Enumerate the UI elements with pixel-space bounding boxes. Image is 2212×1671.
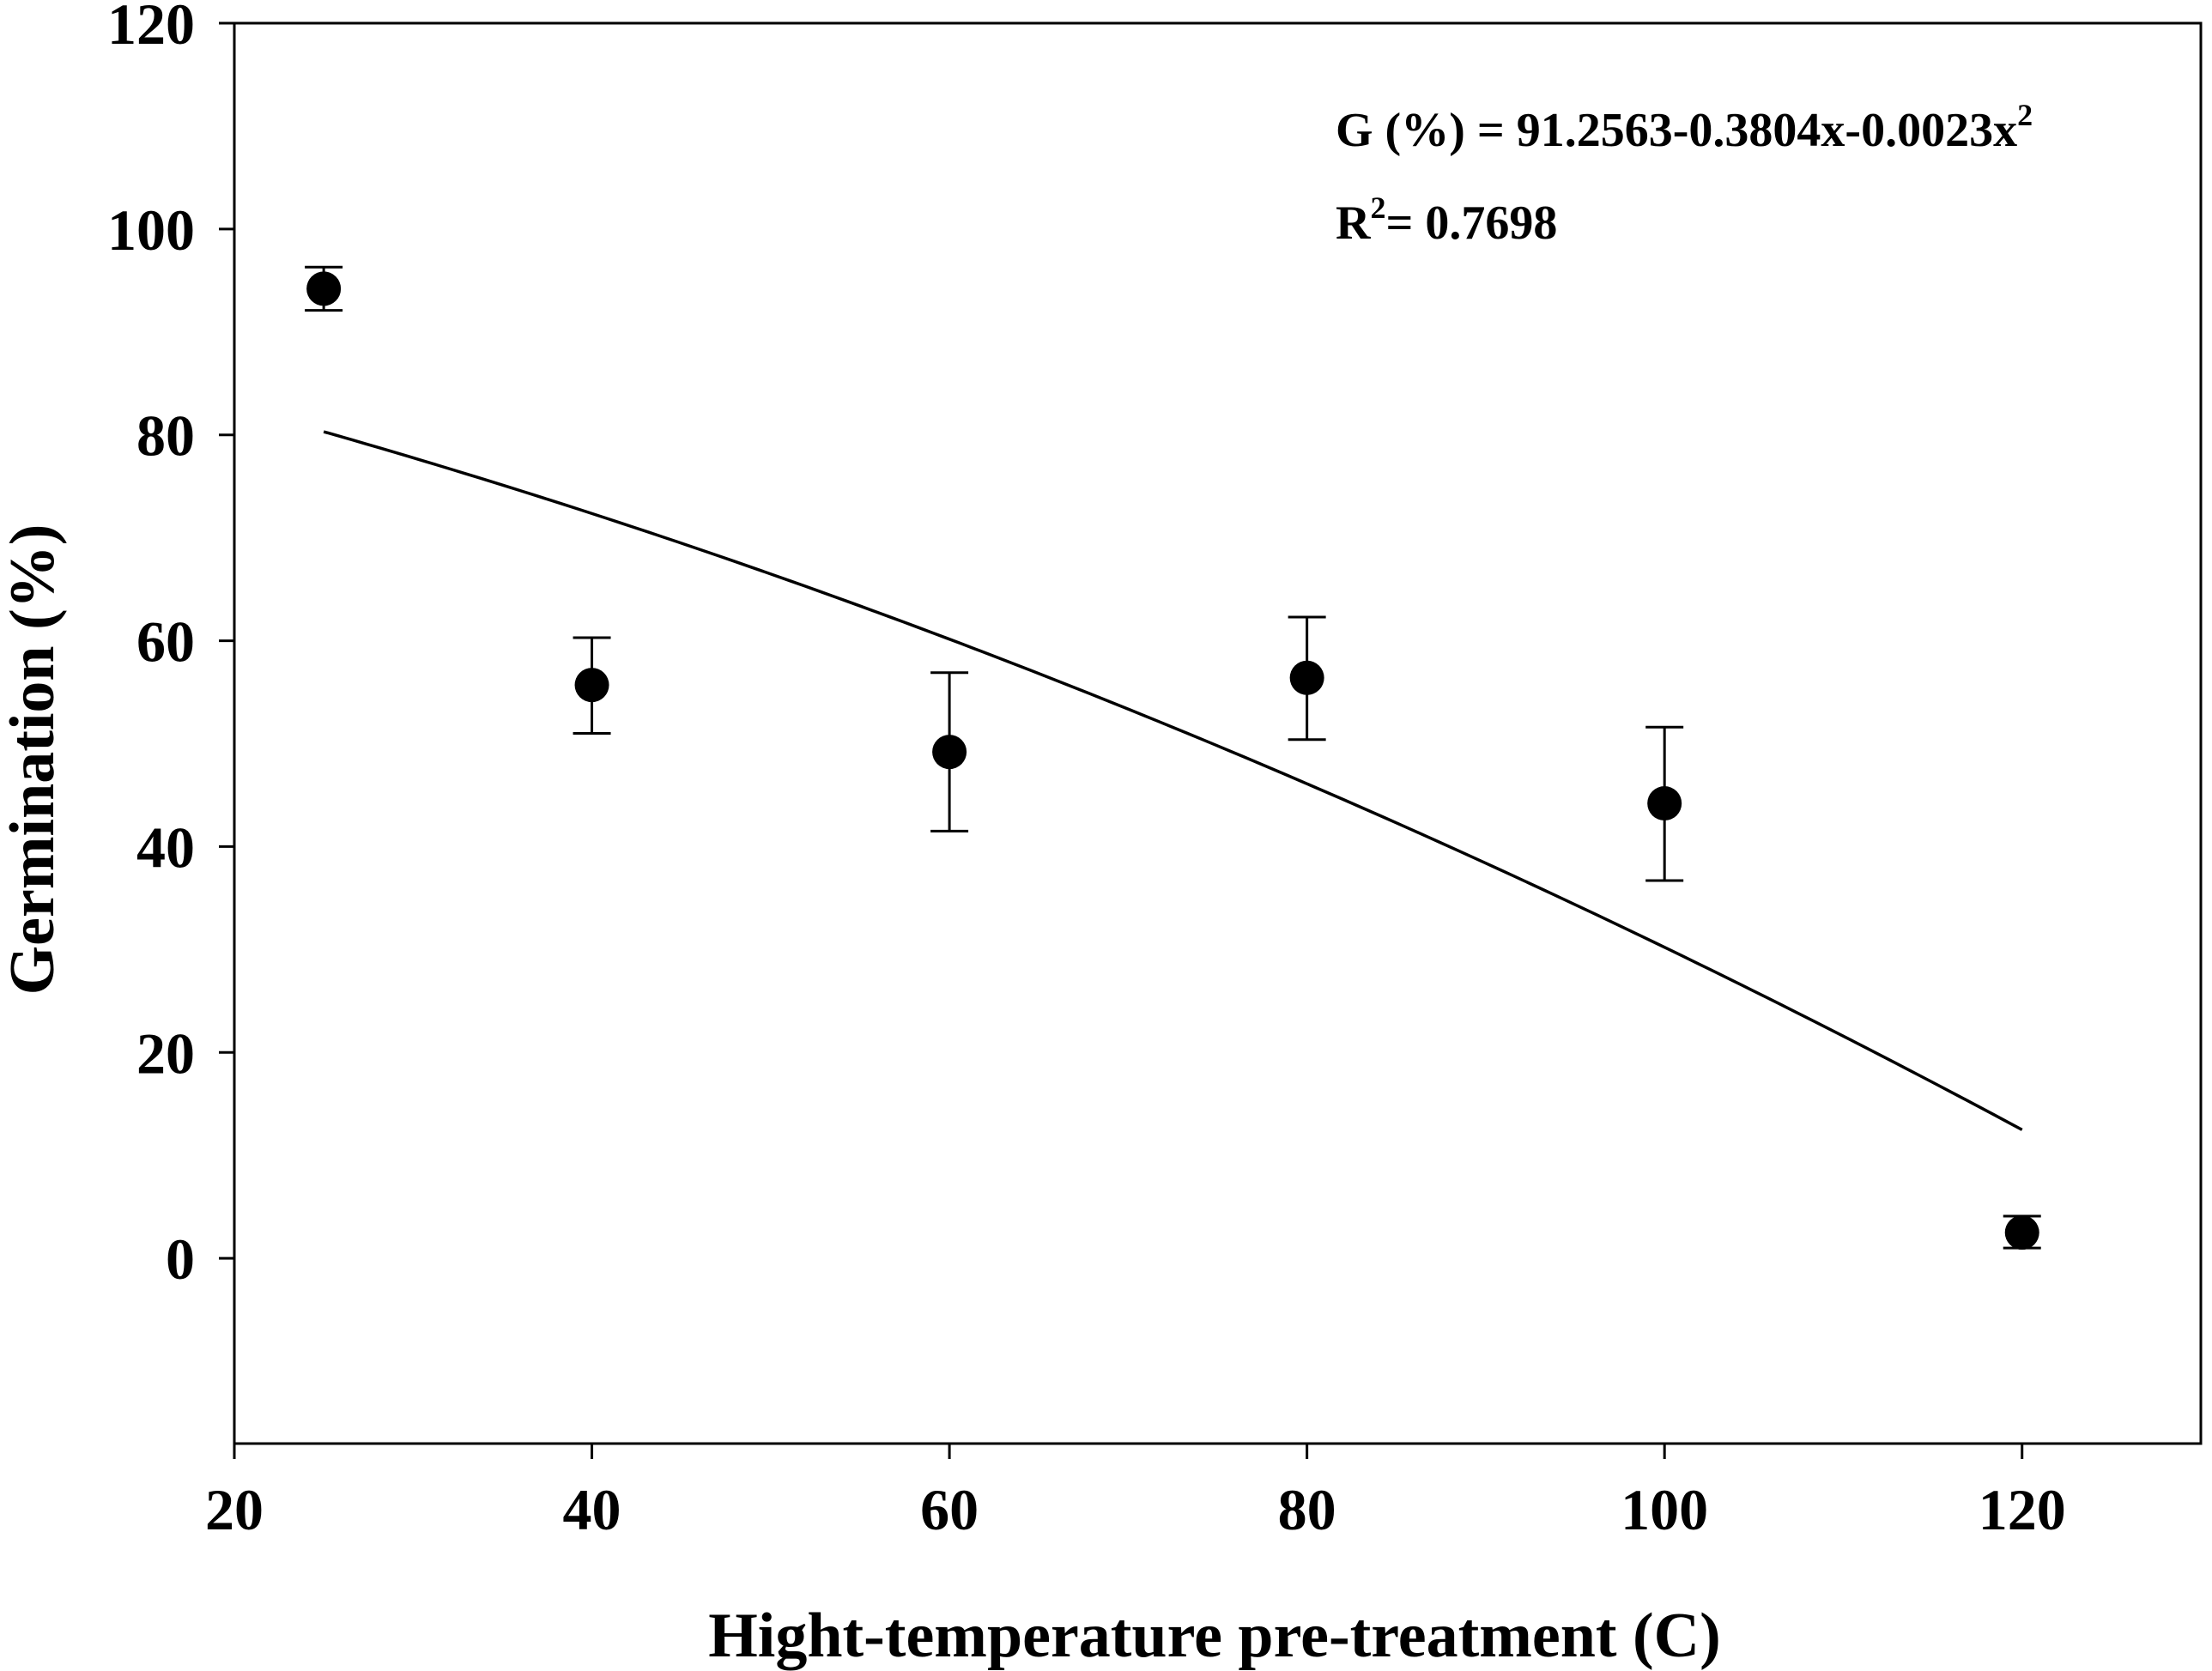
r-squared-prefix: R xyxy=(1336,197,1371,250)
y-axis-title: Germination (%) xyxy=(0,524,68,996)
y-tick-label: 80 xyxy=(136,403,195,469)
data-point xyxy=(2004,1215,2039,1250)
y-tick-label: 20 xyxy=(136,1020,195,1086)
y-tick-label: 100 xyxy=(107,197,195,263)
fit-equation-superscript: 2 xyxy=(2017,98,2033,132)
x-axis-title: Hight-temperature pre-treatment (C) xyxy=(708,1601,1720,1671)
r-squared-value: = 0.7698 xyxy=(1385,197,1557,250)
fit-curve xyxy=(323,430,2023,1131)
r-squared-label: R2= 0.7698 xyxy=(1336,191,1557,250)
y-tick-label: 120 xyxy=(107,0,195,57)
y-tick-label: 40 xyxy=(136,814,195,880)
x-tick-label: 60 xyxy=(920,1477,979,1542)
x-tick-label: 100 xyxy=(1621,1477,1708,1542)
y-tick-label: 0 xyxy=(166,1226,195,1292)
data-point xyxy=(1289,660,1324,695)
x-tick-label: 80 xyxy=(1278,1477,1336,1542)
fit-curve-group xyxy=(323,430,2023,1131)
fit-equation-main: G (%) = 91.2563-0.3804x-0.0023x xyxy=(1336,104,2017,157)
r-squared-superscript: 2 xyxy=(1370,191,1385,225)
data-points xyxy=(306,271,2039,1250)
x-tick-label: 20 xyxy=(205,1477,264,1542)
x-tick-label: 40 xyxy=(563,1477,621,1542)
data-point xyxy=(932,735,967,770)
ticks: 20 40 60 80 100 120 0 20 40 60 80 100 120 xyxy=(107,0,2066,1542)
plot-frame xyxy=(233,21,2203,1445)
error-bars xyxy=(305,265,2041,1250)
y-tick-label: 60 xyxy=(136,609,195,675)
data-point xyxy=(306,271,342,306)
axes xyxy=(233,21,2203,1445)
fit-equation: G (%) = 91.2563-0.3804x-0.0023x2 xyxy=(1336,98,2033,157)
x-tick-label: 120 xyxy=(1979,1477,2066,1542)
data-point xyxy=(574,668,609,703)
data-point xyxy=(1647,786,1682,821)
